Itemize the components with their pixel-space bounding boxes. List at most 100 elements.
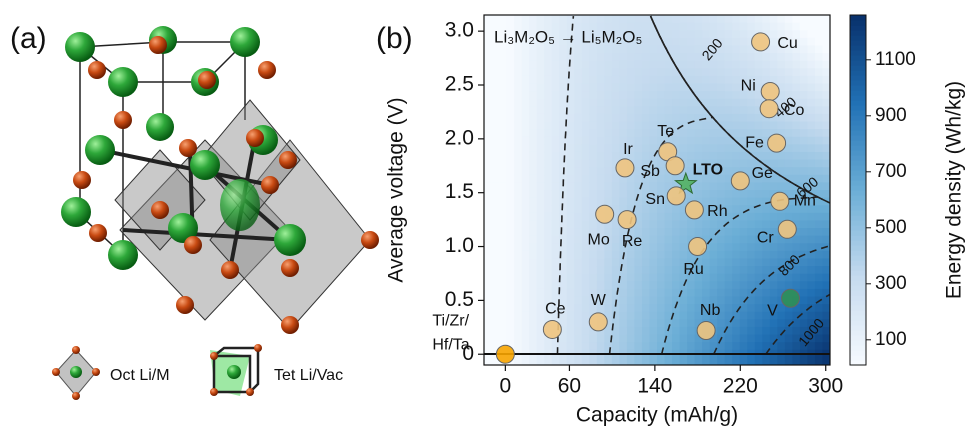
heatmap-cell: [574, 220, 582, 228]
heatmap-cell: [619, 122, 627, 130]
heatmap-cell: [492, 114, 500, 122]
colorbar-cell: [850, 235, 866, 241]
heatmap-cell: [807, 152, 815, 160]
heatmap-cell: [522, 160, 530, 168]
heatmap-cell: [800, 68, 808, 76]
colorbar-cell: [850, 280, 866, 286]
heatmap-cell: [732, 281, 740, 289]
heatmap-cell: [582, 289, 590, 297]
heatmap-cell: [589, 91, 597, 99]
heatmap-cell: [717, 258, 725, 266]
heatmap-cell: [612, 61, 620, 69]
heatmap-cell: [492, 205, 500, 213]
heatmap-cell: [529, 274, 537, 282]
heatmap-cell: [522, 258, 530, 266]
heatmap-cell: [725, 251, 733, 259]
heatmap-cell: [582, 106, 590, 114]
heatmap-cell: [717, 251, 725, 259]
heatmap-cell: [807, 357, 815, 365]
heatmap-cell: [574, 160, 582, 168]
heatmap-cell: [777, 335, 785, 343]
point: [596, 205, 614, 223]
heatmap-cell: [499, 281, 507, 289]
heatmap-cell: [499, 220, 507, 228]
heatmap-cell: [492, 220, 500, 228]
colorbar-cell: [850, 215, 866, 221]
heatmap-cell: [589, 342, 597, 350]
heatmap-cell: [822, 144, 830, 152]
heatmap-cell: [499, 205, 507, 213]
heatmap-cell: [822, 61, 830, 69]
colorbar-tick-label: 700: [875, 161, 907, 182]
heatmap-cell: [612, 228, 620, 236]
x-tick-label: 60: [558, 375, 581, 398]
heatmap-cell: [544, 228, 552, 236]
heatmap-cell: [687, 99, 695, 107]
point-label: Mn: [794, 193, 816, 210]
heatmap-cell: [792, 76, 800, 84]
heatmap-cell: [582, 53, 590, 61]
heatmap-cell: [537, 357, 545, 365]
heatmap-cell: [822, 45, 830, 53]
heatmap-cell: [657, 335, 665, 343]
heatmap-cell: [792, 160, 800, 168]
heatmap-cell: [822, 76, 830, 84]
heatmap-cell: [604, 83, 612, 91]
heatmap-cell: [732, 15, 740, 23]
heatmap-cell: [634, 15, 642, 23]
heatmap-cell: [627, 312, 635, 320]
heatmap-cell: [710, 357, 718, 365]
heatmap-cell: [725, 152, 733, 160]
heatmap-cell: [807, 68, 815, 76]
heatmap-cell: [514, 137, 522, 145]
heatmap-cell: [559, 220, 567, 228]
heatmap-cell: [612, 106, 620, 114]
heatmap-cell: [597, 137, 605, 145]
heatmap-cell: [822, 228, 830, 236]
heatmap-cell: [717, 30, 725, 38]
heatmap-cell: [567, 182, 575, 190]
heatmap-cell: [574, 266, 582, 274]
heatmap-cell: [695, 23, 703, 31]
heatmap-cell: [589, 61, 597, 69]
heatmap-cell: [499, 258, 507, 266]
heatmap-cell: [634, 91, 642, 99]
colorbar-cell: [850, 240, 866, 246]
heatmap-cell: [755, 266, 763, 274]
heatmap-cell: [627, 297, 635, 305]
heatmap-cell: [792, 144, 800, 152]
heatmap-cell: [567, 68, 575, 76]
heatmap-cell: [544, 357, 552, 365]
heatmap-cell: [642, 129, 650, 137]
heatmap-cell: [732, 220, 740, 228]
heatmap-cell: [552, 122, 560, 130]
heatmap-cell: [687, 53, 695, 61]
heatmap-cell: [770, 251, 778, 259]
heatmap-cell: [687, 68, 695, 76]
heatmap-cell: [537, 122, 545, 130]
colorbar-cell: [850, 170, 866, 176]
heatmap-cell: [642, 243, 650, 251]
heatmap-cell: [672, 23, 680, 31]
heatmap-cell: [529, 342, 537, 350]
heatmap-cell: [807, 38, 815, 46]
heatmap-cell: [597, 144, 605, 152]
heatmap-cell: [807, 61, 815, 69]
heatmap-cell: [484, 30, 492, 38]
heatmap-cell: [777, 281, 785, 289]
heatmap-cell: [747, 220, 755, 228]
heatmap-cell: [559, 198, 567, 206]
heatmap-cell: [619, 61, 627, 69]
heatmap-cell: [710, 15, 718, 23]
heatmap-cell: [785, 129, 793, 137]
heatmap-cell: [522, 220, 530, 228]
heatmap-cell: [634, 274, 642, 282]
heatmap-cell: [582, 213, 590, 221]
colorbar-cell: [850, 130, 866, 136]
heatmap-cell: [702, 182, 710, 190]
heatmap-cell: [514, 152, 522, 160]
heatmap-cell: [642, 99, 650, 107]
heatmap-cell: [732, 76, 740, 84]
heatmap-cell: [514, 45, 522, 53]
heatmap-cell: [544, 53, 552, 61]
